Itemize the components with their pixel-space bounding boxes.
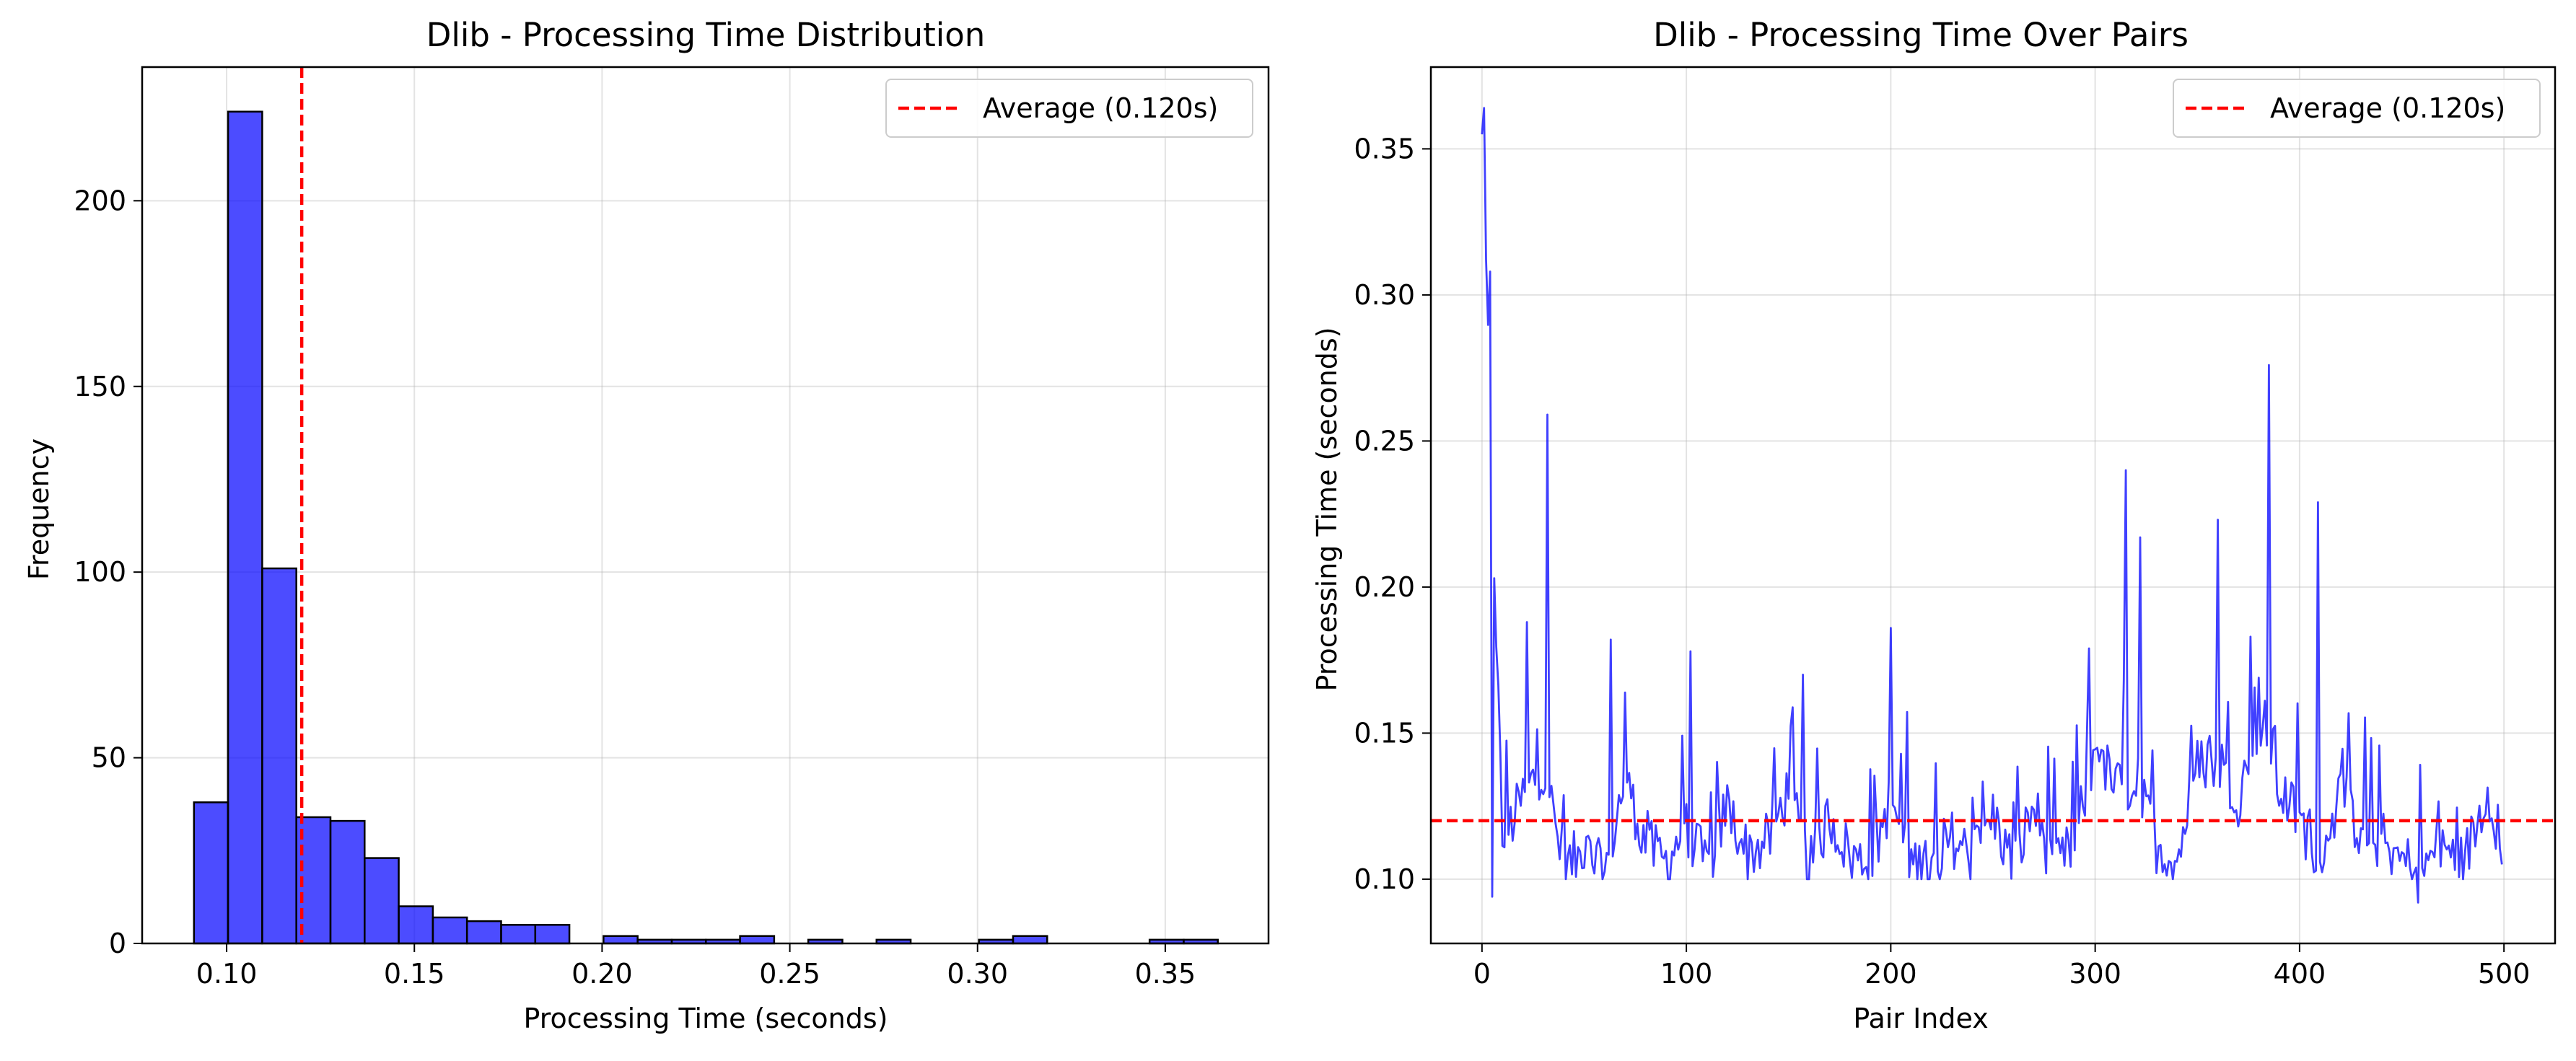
x-tick-label: 0.10 bbox=[196, 958, 258, 990]
line-chart-y-axis-label: Processing Time (seconds) bbox=[1311, 327, 1343, 691]
histogram-grid bbox=[142, 67, 1269, 944]
histogram-x-ticks: 0.10 0.15 0.20 0.25 0.30 0.35 bbox=[196, 943, 1196, 990]
y-tick-label: 200 bbox=[74, 185, 126, 216]
y-tick-label: 0.20 bbox=[1354, 571, 1415, 603]
y-tick-label: 150 bbox=[74, 371, 126, 402]
x-tick-label: 300 bbox=[2069, 958, 2121, 990]
histogram-bar bbox=[431, 916, 468, 945]
x-tick-label: 0.20 bbox=[571, 958, 633, 990]
histogram-axes-frame bbox=[141, 66, 1270, 945]
y-tick-label: 0.25 bbox=[1354, 425, 1415, 457]
histogram-title: Dlib - Processing Time Distribution bbox=[426, 16, 986, 54]
histogram-bar bbox=[739, 935, 776, 945]
histogram-bar bbox=[1012, 935, 1048, 945]
histogram-bar bbox=[329, 819, 366, 945]
histogram-panel: Dlib - Processing Time Distribution 0.10… bbox=[23, 16, 1270, 1034]
y-tick-label: 0.10 bbox=[1354, 863, 1415, 895]
line-chart-x-ticks: 0 100 200 300 400 500 bbox=[1473, 943, 2531, 990]
histogram-bar bbox=[398, 905, 434, 945]
line-chart-legend-box bbox=[2173, 79, 2541, 138]
histogram-bar bbox=[364, 857, 400, 945]
histogram-bar bbox=[534, 924, 571, 945]
line-chart-legend-label: Average (0.120s) bbox=[2270, 92, 2505, 124]
histogram-legend-box bbox=[885, 79, 1253, 138]
histogram-legend: Average (0.120s) bbox=[885, 79, 1253, 138]
x-tick-label: 0.15 bbox=[384, 958, 445, 990]
x-tick-label: 0.30 bbox=[947, 958, 1008, 990]
y-tick-label: 100 bbox=[74, 556, 126, 588]
histogram-bar bbox=[500, 924, 537, 945]
line-chart-y-ticks: 0.10 0.15 0.20 0.25 0.30 0.35 bbox=[1354, 133, 1431, 895]
histogram-x-axis-label: Processing Time (seconds) bbox=[523, 1003, 888, 1034]
histogram-bar bbox=[193, 801, 229, 945]
x-tick-label: 500 bbox=[2478, 958, 2531, 990]
y-tick-label: 0.35 bbox=[1354, 133, 1415, 164]
x-tick-label: 0.35 bbox=[1135, 958, 1196, 990]
line-panel: Dlib - Processing Time Over Pairs 0 100 20… bbox=[1311, 16, 2557, 1034]
y-tick-label: 0.15 bbox=[1354, 717, 1415, 749]
y-tick-label: 0 bbox=[109, 928, 126, 959]
histogram-legend-label: Average (0.120s) bbox=[983, 92, 1218, 124]
line-chart-legend: Average (0.120s) bbox=[2173, 79, 2541, 138]
line-chart-title: Dlib - Processing Time Over Pairs bbox=[1653, 16, 2189, 54]
line-chart-x-axis-label: Pair Index bbox=[1853, 1003, 1988, 1034]
histogram-bar bbox=[261, 567, 297, 945]
x-tick-label: 0.25 bbox=[759, 958, 820, 990]
histogram-bar bbox=[465, 920, 502, 945]
y-tick-label: 0.30 bbox=[1354, 279, 1415, 311]
histogram-y-ticks: 0 50 100 150 200 bbox=[74, 185, 142, 959]
histogram-bar bbox=[603, 935, 639, 945]
line-chart-axes-frame bbox=[1429, 66, 2557, 945]
processing-time-series-line bbox=[1481, 107, 2503, 904]
x-tick-label: 200 bbox=[1865, 958, 1917, 990]
histogram-bar bbox=[227, 110, 263, 945]
x-tick-label: 100 bbox=[1660, 958, 1713, 990]
y-tick-label: 50 bbox=[92, 742, 126, 774]
histogram-bars bbox=[193, 110, 1219, 945]
x-tick-label: 0 bbox=[1473, 958, 1491, 990]
x-tick-label: 400 bbox=[2274, 958, 2326, 990]
histogram-y-axis-label: Frequency bbox=[23, 439, 55, 580]
